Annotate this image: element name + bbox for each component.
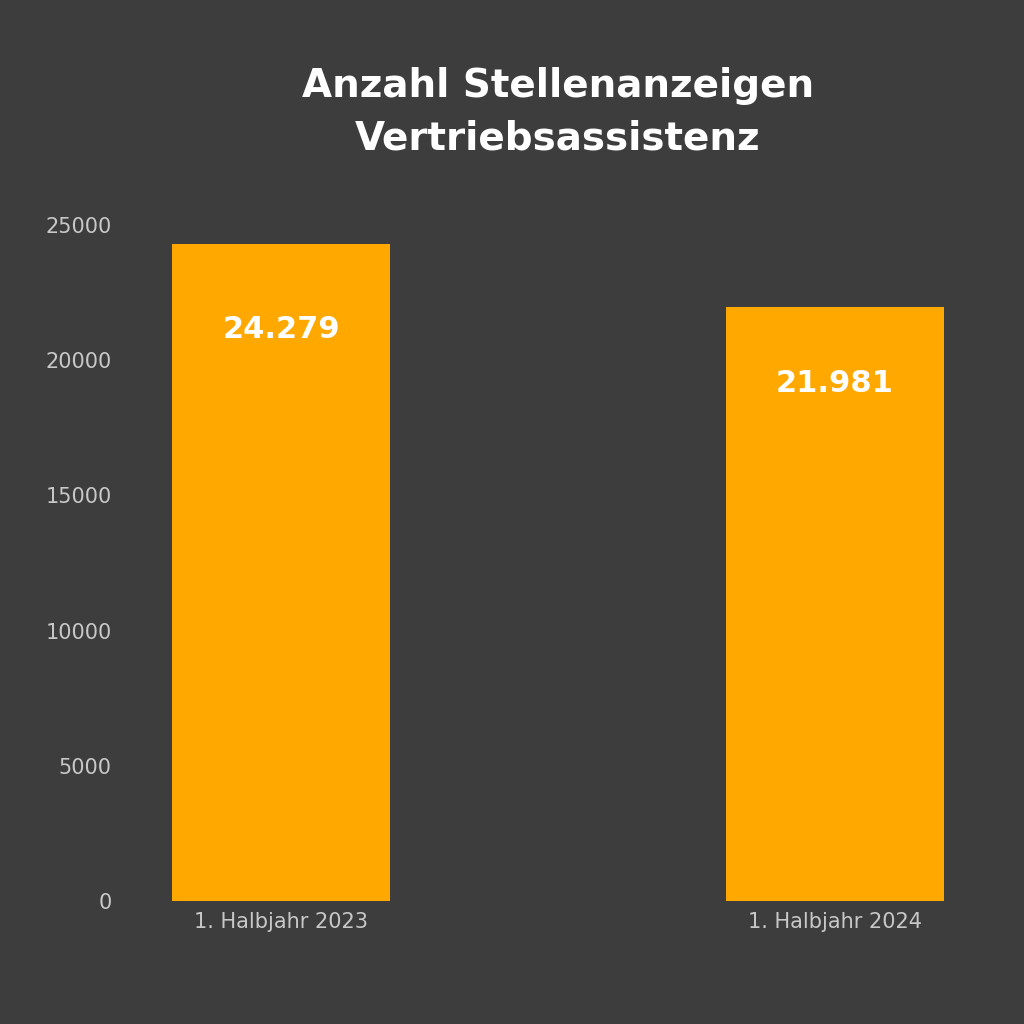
Text: 24.279: 24.279 xyxy=(222,315,340,344)
Title: Anzahl Stellenanzeigen
Vertriebsassistenz: Anzahl Stellenanzeigen Vertriebsassisten… xyxy=(302,67,814,158)
Text: 21.981: 21.981 xyxy=(776,370,894,398)
Bar xyxy=(172,245,390,901)
Bar xyxy=(726,306,944,901)
